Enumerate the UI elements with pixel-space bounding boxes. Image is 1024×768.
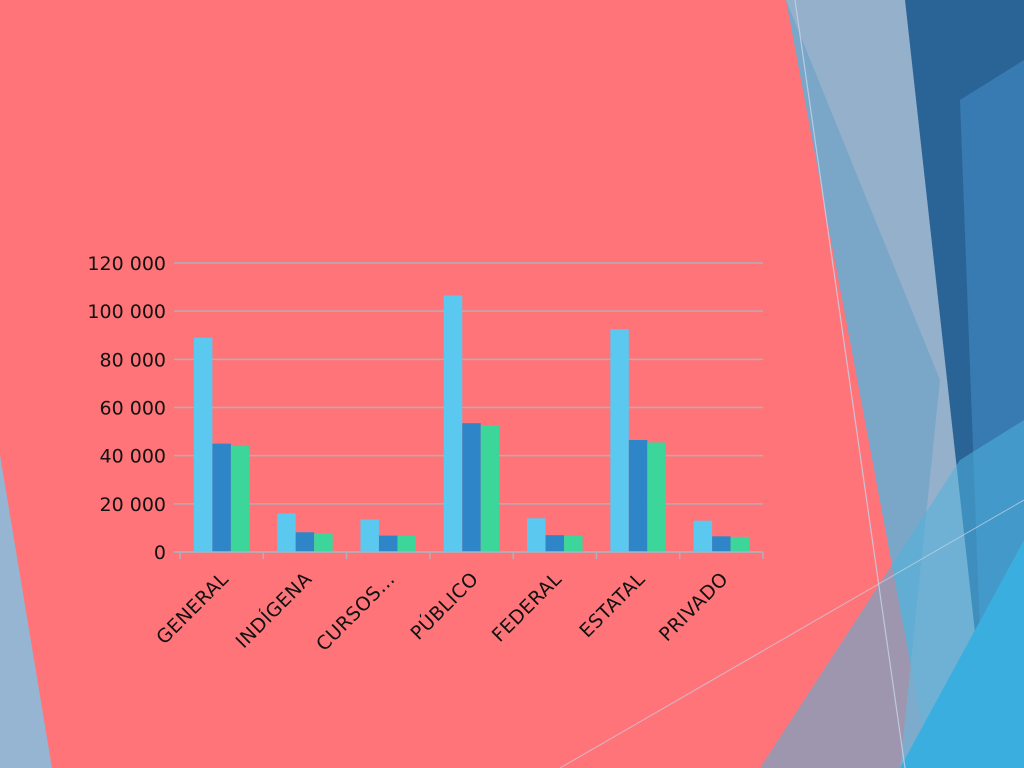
category-label: PRIVADO [655,568,733,646]
bar [295,532,315,552]
category-label: CURSOS… [312,568,400,656]
y-tick-label: 20 000 [100,494,166,516]
bar [277,513,296,552]
y-tick-label: 0 [154,542,166,564]
bar [527,518,546,552]
bar [545,535,565,552]
bar [564,535,583,552]
bar [628,440,648,552]
bar [230,446,250,552]
bar [610,329,629,552]
bar [378,535,398,552]
category-label: FEDERAL [488,568,567,647]
y-tick-label: 60 000 [100,398,166,420]
bar [360,519,379,552]
category-label: INDÍGENA [231,567,317,653]
bar [443,295,463,552]
category-label: GENERAL [152,568,233,649]
bar [712,536,731,552]
y-axis-tick-labels: 0 20 000 40 000 60 000 80 000 100 000 120 000 [87,253,166,564]
bar [193,337,213,552]
thin-line-2 [559,499,1024,768]
bar [647,442,666,552]
bars [193,295,750,552]
bottom-right-light [760,420,1024,768]
bar [462,423,481,552]
y-tick-label: 80 000 [100,349,166,371]
category-label: ESTATAL [575,568,649,642]
thin-line-1 [794,0,906,768]
bar [480,425,500,552]
y-tick-label: 100 000 [87,301,166,323]
bar [212,443,231,552]
left-edge-shape [0,455,52,768]
y-tick-label: 40 000 [100,446,166,468]
bar [314,533,333,552]
bar [730,536,750,552]
bar [693,520,713,552]
x-axis-tick-marks [179,552,764,559]
bar [397,535,416,552]
y-tick-label: 120 000 [87,253,166,275]
category-label: PÚBLICO [405,567,483,645]
